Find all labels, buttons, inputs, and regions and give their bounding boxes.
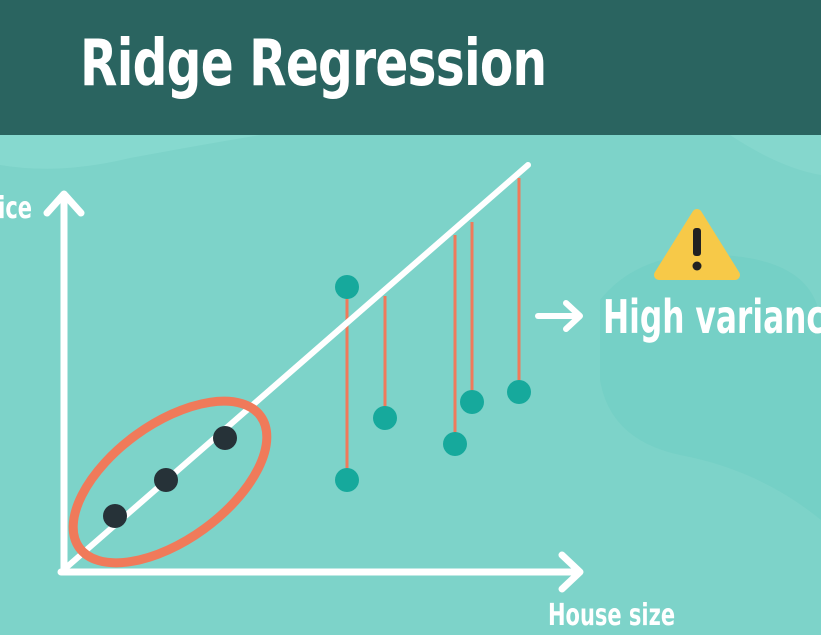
regression-line xyxy=(65,162,531,569)
residual-lines xyxy=(345,178,521,480)
background-blobs xyxy=(0,135,821,520)
axes xyxy=(43,190,584,593)
training-point xyxy=(213,426,237,450)
x-axis-arrow xyxy=(558,551,584,593)
page-title: Ridge Regression xyxy=(80,27,547,101)
test-point xyxy=(443,432,467,456)
y-axis-arrow xyxy=(43,190,85,217)
test-point xyxy=(335,468,359,492)
training-point xyxy=(154,468,178,492)
warning-icon xyxy=(654,209,740,280)
test-point xyxy=(373,406,397,430)
regression-diagram: Price House size High variance xyxy=(0,135,821,633)
training-point xyxy=(103,504,127,528)
high-variance-label: High variance xyxy=(603,291,821,345)
training-set-ellipse xyxy=(68,396,272,568)
x-axis-label: House size xyxy=(548,598,675,633)
right-arrow-icon xyxy=(535,300,583,332)
test-point xyxy=(507,380,531,404)
test-points xyxy=(335,275,531,492)
y-axis-label: Price xyxy=(0,191,32,226)
test-point xyxy=(460,390,484,414)
test-point xyxy=(335,275,359,299)
title-banner: Ridge Regression xyxy=(0,0,821,135)
training-points xyxy=(103,426,237,528)
